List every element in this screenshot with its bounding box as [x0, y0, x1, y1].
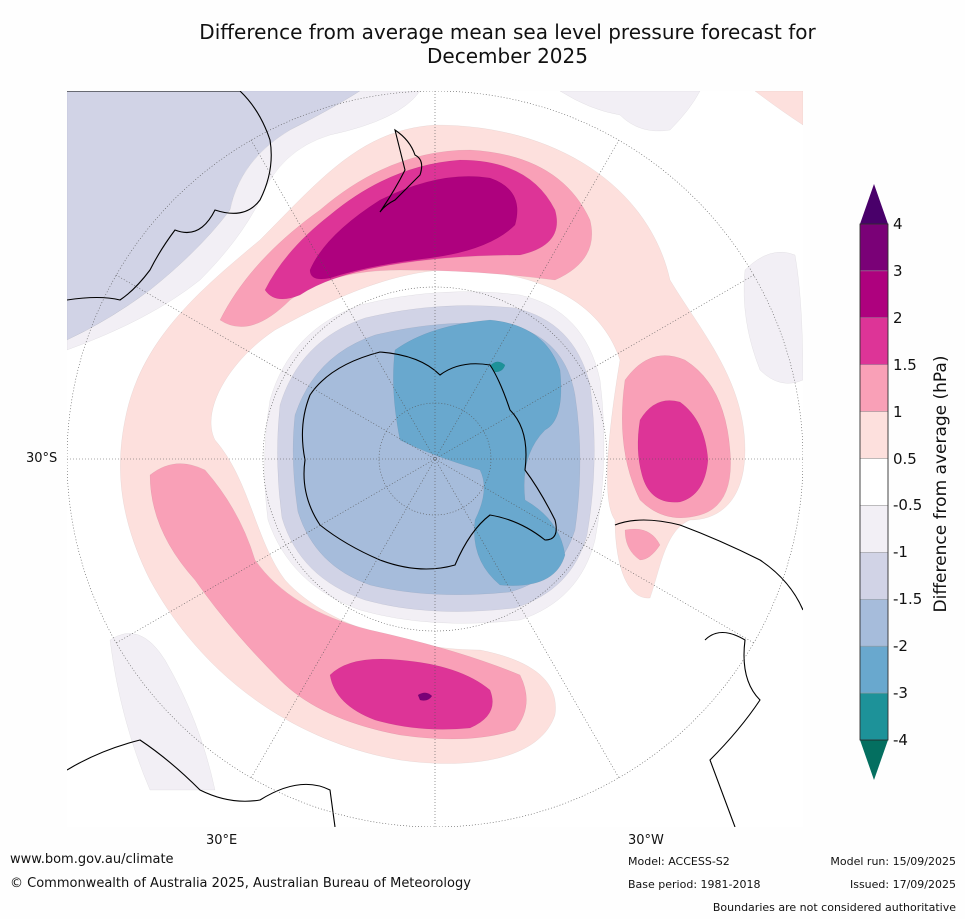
footer-website[interactable]: www.bom.gov.au/climate: [10, 852, 174, 867]
colorbar-extend-top: [860, 184, 888, 224]
colorbar-extend-bottom: [860, 740, 888, 780]
region-pos2-nz: [309, 176, 518, 280]
colorbar-tick-label: -2: [893, 637, 908, 656]
graticule: [67, 91, 803, 827]
region-pos1-atlantic-tail: [624, 528, 661, 561]
graticule-label-30s: 30°S: [26, 451, 58, 466]
region-neg05-ne: [559, 91, 701, 132]
colorbar-tick-label: -1.5: [893, 590, 923, 609]
graticule-label-30w: 30°W: [628, 833, 664, 848]
region-neg3-core: [489, 361, 506, 373]
coastline-new-zealand: [379, 128, 423, 213]
map-title-line2: December 2025: [427, 44, 588, 68]
region-neg05-east: [743, 251, 803, 384]
colorbar-box: [859, 223, 889, 272]
colorbar-boxes: [859, 223, 889, 741]
coastline-antarctica: [301, 351, 557, 570]
colorbar-tick-label: 3: [893, 261, 903, 280]
coastline-africa: [67, 739, 336, 827]
colorbar: [859, 184, 889, 780]
colorbar-box: [859, 505, 889, 553]
footer-model-run: Model run: 15/09/2025: [830, 855, 956, 868]
region-pos15-atlantic: [637, 400, 709, 503]
footer-issued: Issued: 17/09/2025: [849, 878, 956, 891]
colorbar-box: [859, 411, 889, 459]
colorbar-box: [859, 317, 889, 365]
colorbar-tick-label: 1.5: [893, 355, 917, 374]
region-pos2-indian-core: [417, 692, 433, 701]
colorbar-tick-label: 4: [893, 215, 903, 233]
map-title: Difference from average mean sea level p…: [150, 20, 865, 68]
footer-disclaimer: Boundaries are not considered authoritat…: [712, 901, 956, 914]
colorbar-tick-label: 2: [893, 308, 903, 327]
colorbar-tick-label: -0.5: [893, 496, 923, 515]
coastline-south-america: [614, 519, 803, 611]
coastline-australia: [67, 91, 272, 301]
footer-copyright: © Commonwealth of Australia 2025, Austra…: [10, 876, 471, 891]
colorbar-outline: [859, 223, 889, 741]
colorbar-box: [859, 270, 889, 319]
colorbar-tick-label: -4: [893, 731, 908, 749]
colorbar-box: [859, 364, 889, 412]
map-frame: [67, 91, 803, 827]
colorbar-box: [859, 552, 889, 600]
colorbar-box: [859, 692, 889, 741]
region-pos05-ne-corner: [754, 91, 803, 126]
region-neg05-nw: [67, 91, 421, 351]
footer-base-period: Base period: 1981-2018: [628, 878, 761, 891]
map-title-line1: Difference from average mean sea level p…: [199, 20, 816, 44]
region-pos15-indian: [329, 658, 493, 730]
region-neg05-sw: [109, 633, 216, 791]
colorbar-tick-label: -3: [893, 684, 908, 703]
colorbar-box: [859, 458, 889, 506]
coastlines: [67, 91, 803, 827]
graticule-label-30e: 30°E: [206, 833, 238, 848]
region-neg2-pacific: [393, 319, 566, 586]
footer-model: Model: ACCESS-S2: [628, 855, 730, 868]
colorbar-label-text: Difference from average (hPa): [931, 355, 951, 613]
colorbar-tick-label: -1: [893, 543, 908, 562]
colorbar-box: [859, 599, 889, 647]
colorbar-tick-label: 1: [893, 402, 903, 421]
colorbar-box: [859, 645, 889, 694]
colorbar-tick-label: 0.5: [893, 449, 917, 468]
coastline-south-america-east: [704, 631, 761, 827]
